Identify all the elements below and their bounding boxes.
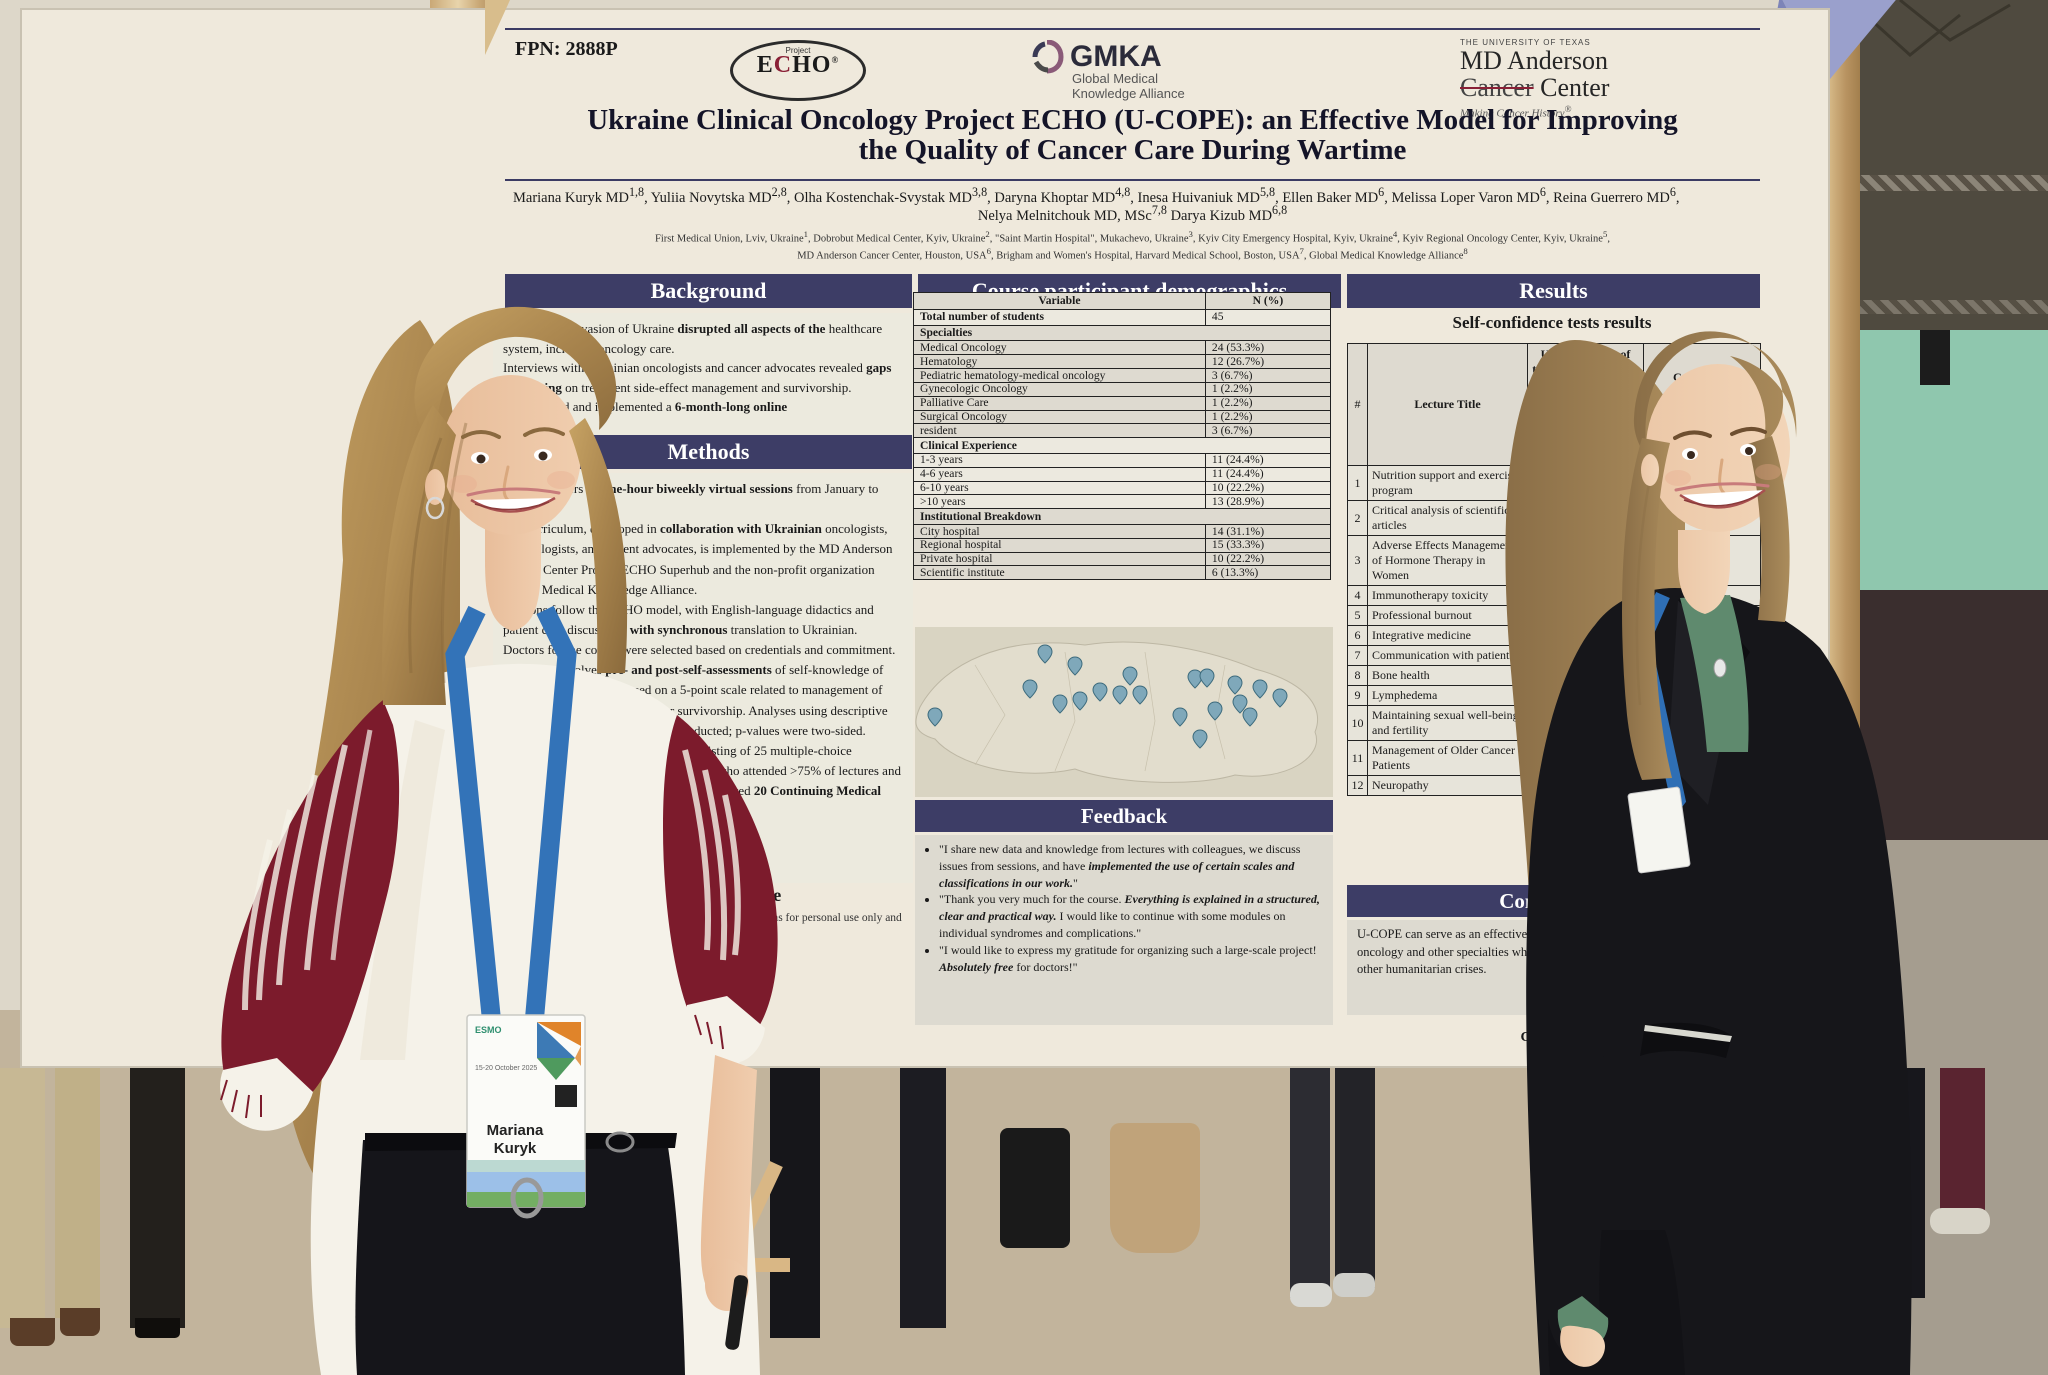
svg-text:Kuryk: Kuryk: [494, 1140, 537, 1157]
svg-text:Mariana: Mariana: [487, 1122, 544, 1139]
svg-text:ESMO: ESMO: [475, 1025, 502, 1035]
svg-text:15-20 October 2025: 15-20 October 2025: [475, 1065, 537, 1072]
